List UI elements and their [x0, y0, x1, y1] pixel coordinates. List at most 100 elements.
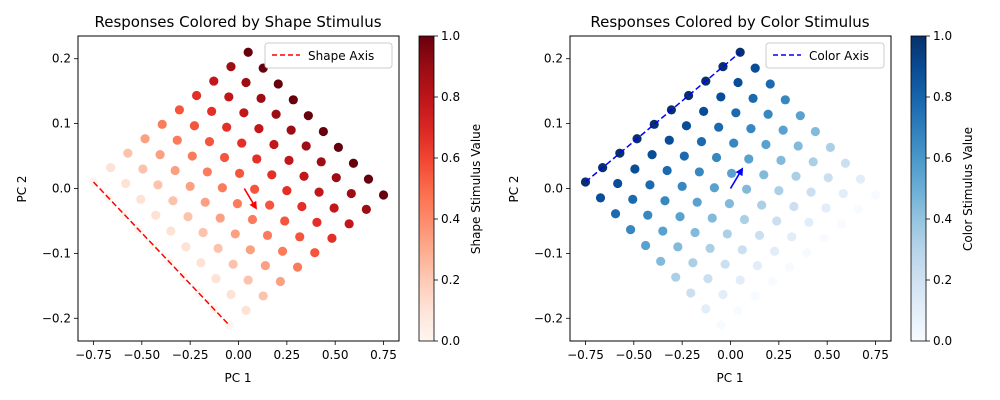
scatter-point — [168, 196, 178, 206]
scatter-point — [613, 178, 623, 189]
color-arrow — [729, 167, 744, 189]
scatter-point — [282, 186, 292, 196]
scatter-point — [656, 256, 666, 266]
scatter-point — [243, 47, 253, 57]
scatter-point — [189, 121, 200, 131]
scatter-point — [331, 173, 341, 183]
scatter-point — [673, 242, 683, 252]
scatter-point — [209, 76, 219, 86]
scatter-point — [754, 230, 765, 240]
scatter-point — [757, 200, 767, 210]
plot-frame — [77, 35, 400, 342]
scatter-point — [739, 214, 750, 225]
legend-box — [264, 42, 393, 69]
shape-axis-line — [92, 181, 230, 326]
scatter-point — [791, 171, 801, 181]
scatter-point — [711, 152, 722, 163]
scatter-point — [316, 157, 326, 167]
scatter-point — [660, 196, 670, 206]
scatter-point — [720, 259, 730, 269]
scatter-point — [314, 187, 324, 197]
scatter-point — [677, 181, 687, 191]
scatter-point — [610, 209, 621, 219]
x-tick-label: −0.25 — [664, 348, 701, 362]
scatter-point — [645, 180, 655, 190]
scatter-point — [198, 227, 208, 238]
scatter-point — [742, 184, 752, 194]
scatter-point — [241, 77, 251, 88]
scatter-point — [284, 155, 294, 165]
scatter-point — [686, 288, 696, 298]
scatter-point — [217, 183, 227, 193]
scatter-point — [207, 106, 217, 116]
scatter-point — [202, 167, 212, 177]
scatter-point — [269, 139, 279, 150]
scatter-point — [795, 111, 805, 121]
scatter-point — [258, 291, 268, 301]
scatter-point — [735, 275, 745, 285]
scatter-point — [696, 137, 707, 147]
scatter-point — [789, 201, 799, 212]
x-axis-label: PC 1 — [224, 371, 251, 385]
scatter-point — [260, 261, 270, 271]
scatter-point — [172, 135, 182, 145]
scatter-point — [752, 261, 762, 271]
scatter-point — [838, 188, 848, 199]
scatter-point — [378, 190, 389, 200]
x-tick-label: −0.25 — [172, 348, 209, 362]
colorbar-tick-label: 0.8 — [441, 90, 460, 104]
scatter-point — [211, 274, 221, 284]
scatter-point — [729, 138, 739, 148]
scatter-point — [735, 47, 745, 57]
scatter-point — [769, 246, 780, 256]
colorbar-label: Color Stimulus Value — [961, 127, 975, 251]
color-axis-line — [584, 51, 741, 183]
y-tick-label: −0.1 — [42, 246, 71, 260]
scatter-point — [744, 154, 754, 164]
y-tick-label: −0.2 — [534, 311, 563, 325]
scatter-point — [288, 95, 298, 105]
scatter-point — [252, 154, 262, 164]
scatter-point — [181, 242, 191, 252]
scatter-point — [361, 204, 371, 215]
panel-shape: Responses Colored by Shape Stimulus −0.7… — [15, 13, 483, 385]
x-tick-label: −0.75 — [75, 348, 112, 362]
scatter-point — [226, 289, 236, 300]
colorbar — [910, 35, 927, 342]
scatter-point — [787, 232, 797, 242]
scatter-point — [318, 126, 328, 137]
scatter-point — [166, 226, 176, 236]
scatter-point — [247, 214, 258, 225]
scatter-point — [292, 262, 303, 272]
scatter-point — [628, 194, 638, 204]
scatter-point — [675, 212, 685, 222]
colorbar-tick-label: 0.4 — [933, 212, 952, 226]
scatter-point — [155, 150, 165, 160]
scatter-point — [804, 217, 814, 227]
scatter-point — [153, 180, 163, 190]
y-tick-label: 0.0 — [544, 182, 563, 196]
y-axis-label: PC 2 — [15, 175, 29, 202]
scatter-point — [780, 95, 790, 105]
colorbar — [418, 35, 435, 342]
colorbar-tick-label: 0.8 — [933, 90, 952, 104]
scatter-point — [759, 170, 769, 180]
y-tick-label: 0.2 — [52, 52, 71, 66]
scatter-point — [825, 142, 836, 152]
x-axis-label: PC 1 — [716, 371, 743, 385]
scatter-point — [772, 216, 782, 226]
scatter-point — [303, 111, 313, 121]
scatter-point — [138, 164, 148, 174]
scatter-point — [121, 178, 131, 189]
scatter-point — [237, 138, 247, 148]
scatter-point — [819, 233, 829, 243]
scatter-point — [808, 157, 818, 167]
scatter-point — [647, 150, 657, 160]
scatter-point — [793, 141, 803, 151]
y-tick-label: 0.1 — [544, 117, 563, 131]
scatter-point — [254, 124, 264, 134]
scatter-point — [183, 212, 193, 222]
scatter-point — [731, 108, 741, 118]
colorbar-label: Shape Stimulus Value — [469, 124, 483, 254]
